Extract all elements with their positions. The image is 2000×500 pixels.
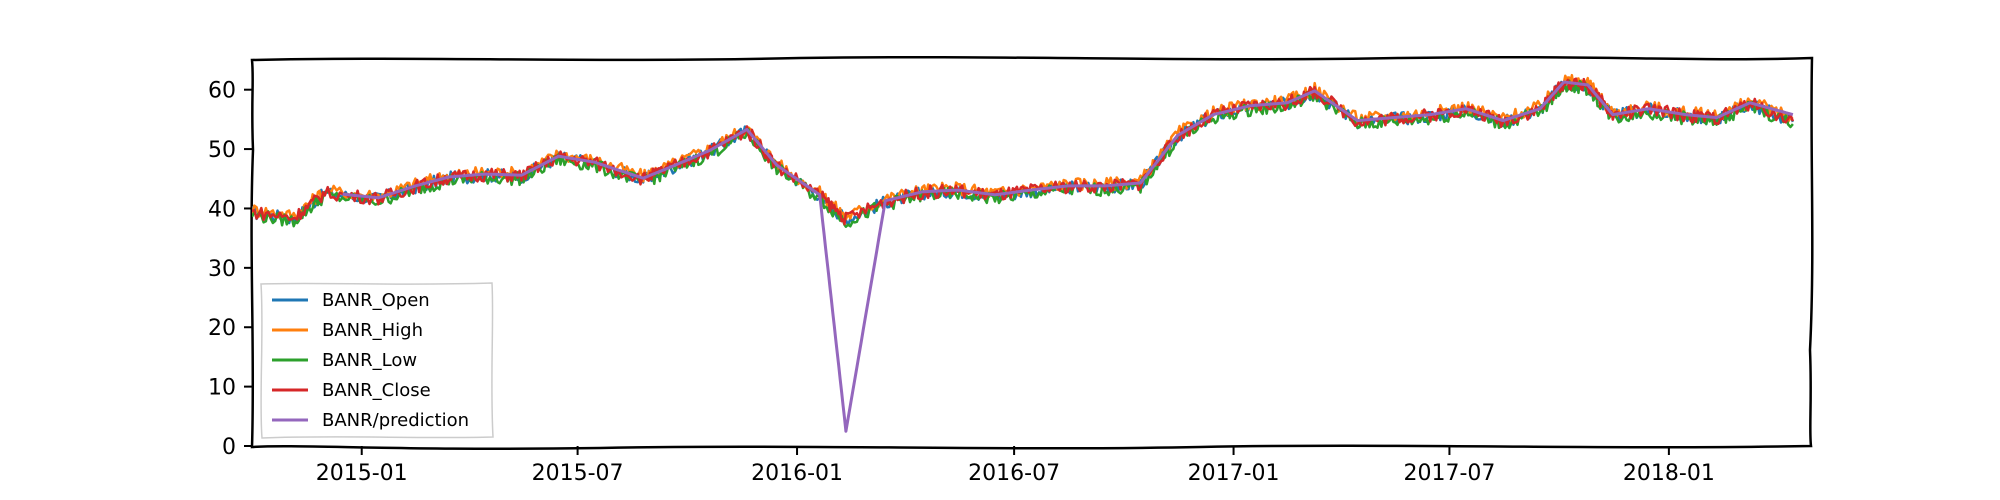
x-tick-label: 2018-01 (1623, 461, 1715, 486)
x-tick-label: 2015-07 (532, 461, 624, 486)
legend: BANR_Open BANR_High BANR_Low BANR_Close BANR… (260, 282, 494, 439)
legend-label: BANR_Open (322, 290, 430, 311)
x-tick-label: 2015-01 (316, 461, 408, 486)
series-line-banr-open (252, 79, 1795, 227)
x-axis: 2015-01 2015-07 2016-01 2016-07 2017-01 2017-… (316, 446, 1715, 486)
legend-label: BANR_Low (322, 350, 417, 371)
series-line-banr-close (252, 77, 1795, 226)
legend-label: BANR/prediction (322, 410, 469, 431)
y-tick-label: 0 (222, 435, 236, 460)
x-tick-label: 2017-01 (1188, 461, 1280, 486)
legend-box (260, 282, 494, 439)
y-tick-label: 30 (208, 257, 236, 282)
y-tick-label: 40 (208, 197, 236, 222)
y-tick-label: 10 (208, 376, 236, 401)
series-line-banr-prediction (342, 80, 1794, 433)
x-tick-label: 2016-07 (968, 461, 1060, 486)
legend-label: BANR_Close (322, 380, 431, 401)
y-axis: 0 10 20 30 40 50 60 (208, 79, 252, 460)
axes-frame (250, 55, 1814, 451)
x-tick-label: 2016-01 (751, 461, 843, 486)
y-tick-label: 60 (208, 79, 236, 104)
y-tick-label: 20 (208, 316, 236, 341)
legend-label: BANR_High (322, 320, 423, 341)
series-layer (252, 73, 1795, 433)
x-tick-label: 2017-07 (1403, 461, 1495, 486)
series-line-banr-low (252, 79, 1794, 228)
y-tick-label: 50 (208, 138, 236, 163)
series-line-banr-high (252, 73, 1794, 221)
